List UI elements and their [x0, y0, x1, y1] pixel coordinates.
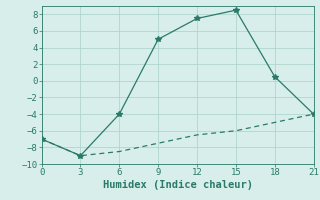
- X-axis label: Humidex (Indice chaleur): Humidex (Indice chaleur): [103, 180, 252, 190]
